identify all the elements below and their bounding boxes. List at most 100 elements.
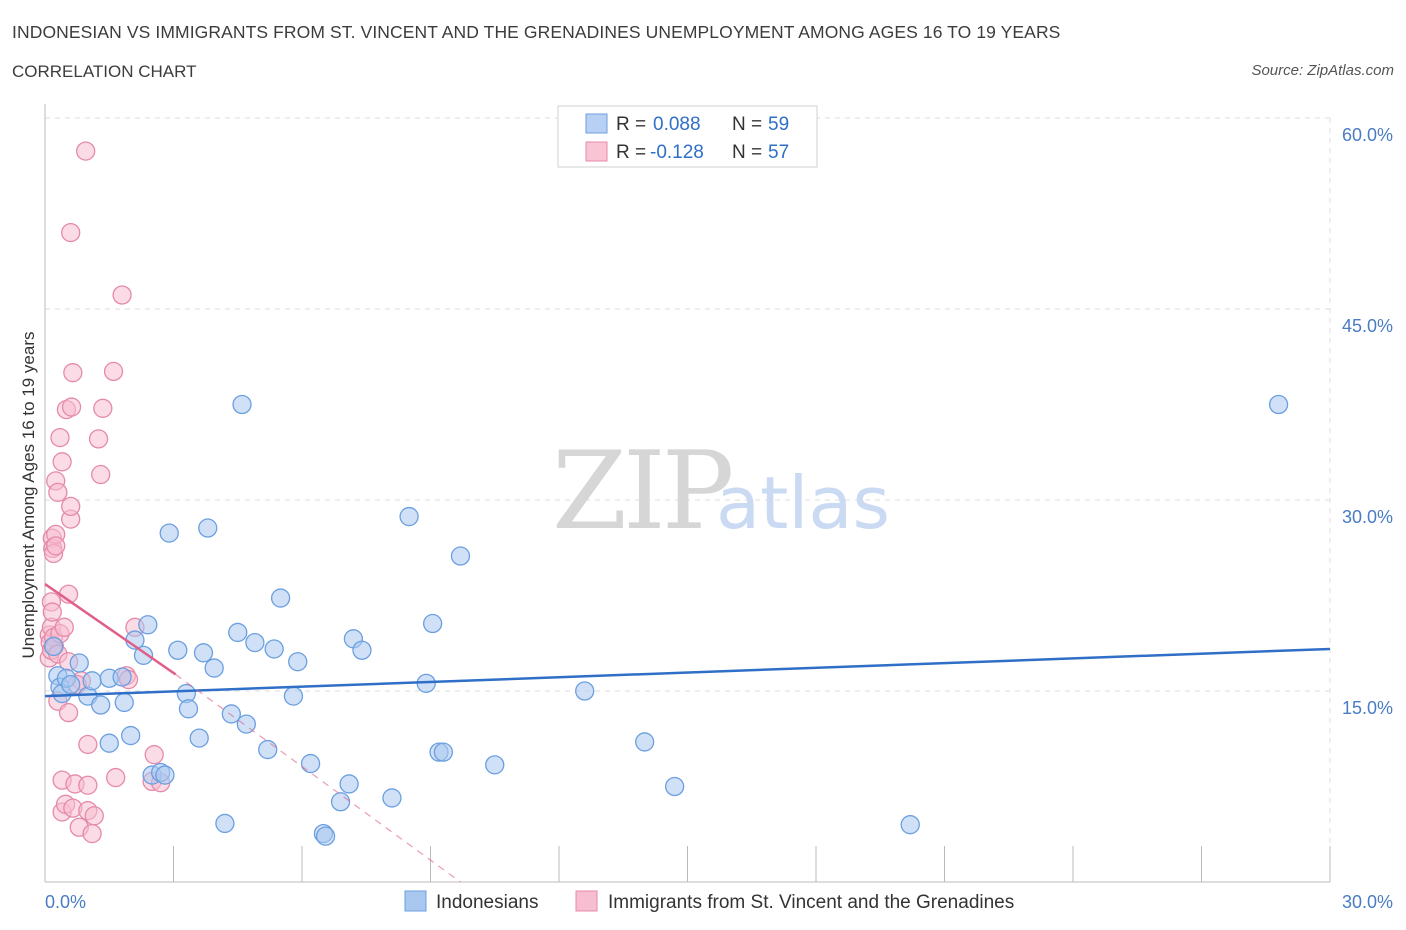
data-point-immigrants: [63, 363, 83, 383]
data-point-indonesians: [204, 658, 224, 678]
legend-r-label: R =: [616, 114, 646, 135]
data-point-indonesians: [61, 674, 81, 695]
data-point-indonesians: [99, 733, 119, 753]
data-point-indonesians: [330, 792, 351, 812]
data-point-indonesians: [288, 652, 308, 672]
data-point-indonesians: [114, 692, 134, 713]
data-point-immigrants: [48, 482, 68, 503]
data-point-indonesians: [43, 636, 64, 657]
trend-line-immigrants: [44, 583, 177, 676]
legend-r-value-immigrants: -0.128: [650, 142, 704, 163]
data-point-indonesians: [339, 774, 359, 794]
chart-title: INDONESIAN VS IMMIGRANTS FROM ST. VINCEN…: [12, 22, 1061, 42]
legend-n-value-indonesians: 59: [768, 114, 789, 135]
trend-lines: [44, 583, 1331, 883]
bottom-legend-swatch-indonesians: [404, 890, 427, 912]
data-point-indonesians: [232, 394, 252, 415]
data-point-indonesians: [575, 681, 595, 701]
data-point-immigrants: [88, 429, 109, 449]
data-point-indonesians: [193, 643, 214, 663]
data-point-indonesians: [168, 640, 188, 660]
data-point-immigrants: [42, 602, 62, 622]
watermark-zip: ZIP: [552, 429, 731, 554]
legend-swatch-indonesians: [585, 113, 608, 134]
legend-r-label: R =: [616, 142, 646, 163]
data-point-indonesians: [91, 695, 111, 715]
x-tick-label-min: 0.0%: [45, 892, 86, 912]
data-point-indonesians: [270, 588, 291, 608]
data-point-indonesians: [189, 728, 209, 748]
data-point-indonesians: [82, 671, 102, 691]
data-point-indonesians: [399, 506, 419, 527]
data-point-immigrants: [93, 398, 113, 418]
y-tick-label: 60.0%: [1342, 125, 1393, 145]
data-point-indonesians: [382, 788, 402, 808]
data-point-indonesians: [422, 613, 443, 634]
data-point-indonesians: [258, 739, 278, 760]
y-axis-label: Unemployment Among Ages 16 to 19 years: [19, 332, 38, 659]
data-point-indonesians: [155, 765, 175, 785]
y-axis-tick-labels: 15.0% 30.0% 45.0% 60.0%: [1342, 125, 1393, 718]
data-point-indonesians: [315, 826, 336, 846]
legend-swatch-immigrants: [585, 141, 608, 162]
data-point-immigrants: [144, 745, 164, 765]
data-point-immigrants: [61, 222, 81, 243]
data-point-immigrants: [46, 536, 66, 556]
data-point-immigrants: [54, 617, 74, 637]
data-point-immigrants: [58, 702, 79, 723]
data-point-indonesians: [264, 639, 284, 659]
data-point-indonesians: [1268, 394, 1289, 415]
y-tick-label: 45.0%: [1342, 316, 1393, 336]
watermark-atlas: atlas: [716, 461, 890, 545]
y-tick-label: 30.0%: [1342, 507, 1393, 527]
data-point-indonesians: [352, 640, 372, 660]
data-point-indonesians: [433, 742, 454, 762]
data-point-indonesians: [133, 645, 154, 665]
data-point-immigrants: [91, 464, 111, 485]
data-point-immigrants: [112, 285, 132, 305]
data-point-immigrants: [61, 397, 82, 417]
data-point-indonesians: [215, 813, 235, 834]
correlation-legend: R = 0.088 N = 59 R = -0.128 N = 57: [557, 105, 818, 168]
data-point-immigrants: [103, 361, 124, 382]
data-point-indonesians: [245, 632, 265, 653]
data-point-immigrants: [52, 452, 72, 472]
data-point-immigrants: [78, 775, 98, 795]
data-point-immigrants: [82, 823, 102, 844]
chart-subtitle: CORRELATION CHART: [12, 62, 197, 81]
series-legend: Indonesians Immigrants from St. Vincent …: [404, 890, 1014, 913]
trend-line-indonesians: [44, 647, 1331, 698]
data-point-indonesians: [450, 546, 471, 566]
source-credit: Source: ZipAtlas.com: [1251, 62, 1394, 79]
data-point-immigrants: [78, 734, 98, 755]
data-point-indonesians: [198, 518, 218, 538]
data-point-immigrants: [50, 427, 70, 448]
data-point-immigrants: [76, 141, 96, 161]
data-point-indonesians: [283, 686, 304, 706]
data-point-immigrants: [84, 806, 104, 826]
data-point-indonesians: [159, 523, 179, 543]
data-point-indonesians: [112, 667, 132, 687]
data-point-indonesians: [665, 776, 685, 797]
data-point-indonesians: [635, 732, 655, 752]
legend-n-label: N =: [732, 142, 762, 163]
bottom-legend-label-indonesians: Indonesians: [436, 892, 538, 913]
data-point-indonesians: [221, 704, 241, 724]
data-point-indonesians: [138, 615, 158, 635]
data-point-indonesians: [900, 815, 920, 835]
data-point-indonesians: [69, 653, 89, 673]
data-point-indonesians: [485, 755, 505, 775]
x-axis-ticks: [173, 846, 1331, 882]
bottom-legend-swatch-immigrants: [575, 890, 598, 912]
legend-r-value-indonesians: 0.088: [653, 114, 701, 135]
legend-n-label: N =: [732, 114, 762, 135]
data-point-immigrants: [61, 496, 81, 517]
data-point-indonesians: [178, 699, 199, 719]
data-point-indonesians: [300, 753, 321, 774]
data-point-indonesians: [228, 622, 248, 643]
legend-n-value-immigrants: 57: [768, 142, 789, 163]
x-tick-label-max: 30.0%: [1342, 892, 1393, 912]
data-point-immigrants: [106, 767, 126, 788]
bottom-legend-label-immigrants: Immigrants from St. Vincent and the Gren…: [608, 892, 1014, 913]
